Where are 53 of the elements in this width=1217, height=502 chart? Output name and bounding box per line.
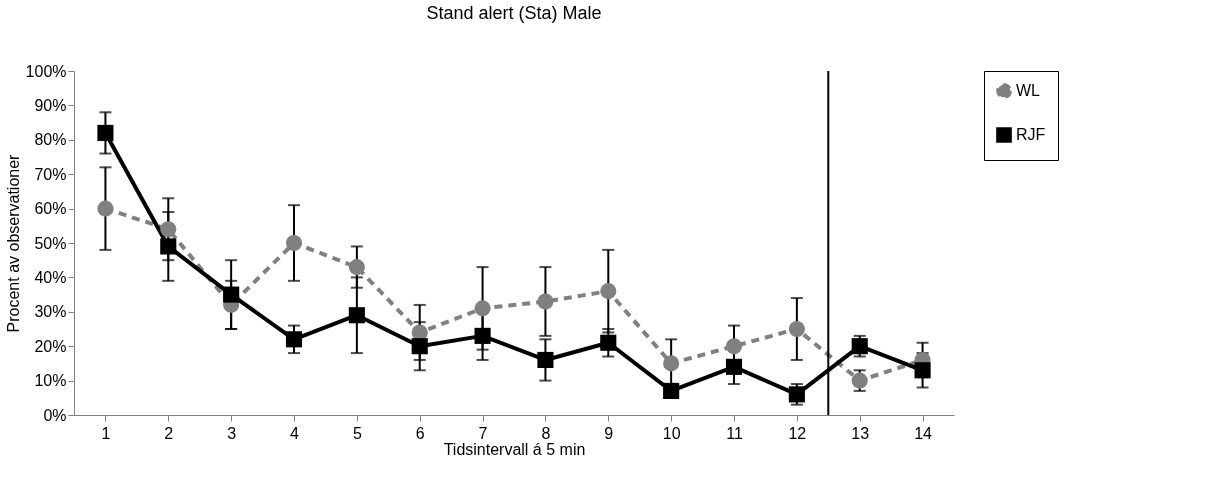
- x-tick-label: 13: [851, 424, 870, 442]
- x-tick-label: 5: [352, 424, 362, 442]
- point: [663, 382, 680, 399]
- y-tick-label: 20%: [34, 337, 67, 355]
- y-axis-title: Procent av observationer: [4, 153, 22, 333]
- point: [600, 334, 617, 351]
- y-tick-label: 100%: [25, 62, 67, 80]
- point: [285, 331, 303, 348]
- point: [788, 320, 805, 338]
- y-tick-label: 0%: [43, 406, 67, 424]
- point: [285, 234, 303, 252]
- x-tick-label: 14: [914, 424, 933, 442]
- x-tick-label: 6: [415, 424, 425, 442]
- point: [474, 327, 491, 344]
- y-tick-label: 70%: [34, 165, 67, 183]
- x-tick-label: 4: [290, 424, 300, 442]
- point: [914, 362, 931, 379]
- point: [474, 300, 491, 317]
- x-tick-label: 8: [541, 424, 551, 442]
- point: [725, 358, 743, 375]
- x-tick-label: 9: [604, 424, 614, 442]
- point: [160, 221, 177, 238]
- point: [537, 293, 554, 310]
- legend-label: RJF: [1016, 126, 1046, 143]
- point: [160, 238, 177, 255]
- point: [537, 351, 554, 369]
- point: [725, 338, 743, 355]
- y-tick-label: 40%: [34, 268, 67, 286]
- y-tick-label: 80%: [34, 131, 67, 149]
- x-tick-label: 3: [227, 424, 237, 442]
- y-tick-label: 90%: [34, 96, 67, 114]
- y-tick-label: 10%: [34, 372, 67, 390]
- y-tick-label: 60%: [34, 200, 67, 218]
- point: [223, 286, 240, 303]
- point: [348, 259, 365, 276]
- x-tick-label: 1: [101, 424, 111, 442]
- x-tick-label: 12: [788, 424, 807, 442]
- x-tick-label: 2: [164, 424, 174, 442]
- x-tick-label: 7: [478, 424, 488, 442]
- point: [411, 338, 428, 355]
- x-axis-title: Tidsintervall á 5 min: [443, 440, 586, 458]
- point: [97, 124, 114, 141]
- point: [97, 200, 114, 217]
- point: [348, 307, 365, 324]
- x-tick-label: 11: [726, 424, 743, 442]
- x-tick-label: 10: [662, 424, 681, 442]
- chart-title: Stand alert (Sta) Male: [426, 3, 602, 23]
- y-tick-label: 30%: [34, 303, 67, 321]
- legend-label: WL: [1016, 82, 1041, 99]
- point: [851, 338, 868, 355]
- y-tick-label: 50%: [34, 234, 67, 252]
- point: [663, 355, 680, 372]
- point: [600, 283, 617, 300]
